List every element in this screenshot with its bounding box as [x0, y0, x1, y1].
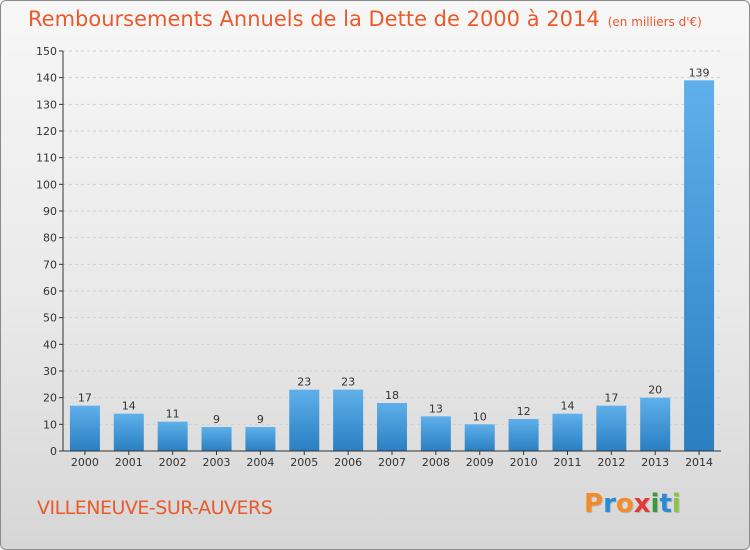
x-tick-label: 2007: [378, 456, 406, 469]
y-tick-label: 80: [43, 232, 57, 245]
x-tick-label: 2014: [685, 456, 713, 469]
x-tick-label: 2004: [246, 456, 274, 469]
bar-value-label: 10: [473, 410, 487, 423]
logo-letter: t: [659, 489, 672, 519]
bar-value-label: 9: [257, 413, 264, 426]
y-tick-label: 90: [43, 205, 57, 218]
x-tick-label: 2005: [290, 456, 318, 469]
bar-value-label: 18: [385, 389, 399, 402]
x-tick-label: 2008: [422, 456, 450, 469]
x-tick-label: 2009: [466, 456, 494, 469]
logo-letter: x: [633, 489, 651, 519]
y-tick-label: 0: [50, 445, 57, 458]
bar-value-label: 13: [429, 402, 443, 415]
proxiti-logo: Proxiti: [584, 489, 681, 519]
logo-letter: P: [584, 489, 604, 519]
chart-title: Remboursements Annuels de la Dette de 20…: [28, 7, 702, 31]
bar-2000: [69, 405, 100, 451]
y-tick-label: 30: [43, 365, 57, 378]
x-tick-label: 2013: [641, 456, 669, 469]
bar-2012: [596, 405, 627, 451]
bar-value-label: 20: [648, 384, 662, 397]
y-tick-label: 150: [36, 45, 57, 58]
y-tick-label: 20: [43, 392, 57, 405]
y-tick-label: 120: [36, 125, 57, 138]
bar-value-label: 14: [122, 400, 136, 413]
bar-2007: [377, 403, 407, 451]
x-tick-label: 2010: [510, 456, 538, 469]
logo-letter: i: [650, 489, 660, 519]
chart-unit-label: (en milliers d'€): [607, 15, 702, 29]
bar-value-label: 17: [604, 392, 618, 405]
bar-value-label: 14: [560, 400, 574, 413]
bar-2006: [333, 389, 364, 451]
bar-value-label: 23: [341, 376, 355, 389]
bar-2003: [201, 427, 232, 451]
bar-2008: [420, 416, 451, 451]
bar-value-label: 11: [166, 408, 180, 421]
y-tick-label: 60: [43, 285, 57, 298]
bar-2014: [684, 80, 715, 451]
y-tick-label: 10: [43, 418, 57, 431]
x-tick-label: 2003: [203, 456, 231, 469]
x-tick-label: 2001: [115, 456, 143, 469]
y-tick-label: 130: [36, 98, 57, 111]
commune-name: VILLENEUVE-SUR-AUVERS: [37, 497, 273, 519]
logo-letter: r: [603, 489, 616, 519]
x-tick-label: 2006: [334, 456, 362, 469]
x-tick-label: 2002: [159, 456, 187, 469]
bar-2013: [640, 397, 671, 451]
y-tick-label: 100: [36, 178, 57, 191]
bar-2001: [113, 413, 144, 451]
bar-2002: [157, 421, 188, 451]
bar-2005: [289, 389, 320, 451]
y-tick-label: 140: [36, 72, 57, 85]
bar-2009: [464, 424, 495, 451]
bar-2010: [508, 419, 539, 451]
y-tick-label: 110: [36, 152, 57, 165]
bar-value-label: 9: [213, 413, 220, 426]
y-tick-label: 40: [43, 338, 57, 351]
logo-letter: i: [671, 489, 681, 519]
x-tick-label: 2000: [71, 456, 99, 469]
bar-value-label: 12: [517, 405, 531, 418]
bar-value-label: 23: [297, 376, 311, 389]
x-tick-label: 2011: [553, 456, 581, 469]
bar-2004: [245, 427, 276, 451]
bar-value-label: 17: [78, 392, 92, 405]
chart-title-text: Remboursements Annuels de la Dette de 20…: [28, 7, 600, 31]
x-tick-label: 2012: [597, 456, 625, 469]
logo-letter: o: [615, 489, 634, 519]
y-tick-label: 50: [43, 312, 57, 325]
bar-value-label: 139: [689, 66, 710, 79]
y-tick-label: 70: [43, 258, 57, 271]
bar-2011: [552, 413, 583, 451]
